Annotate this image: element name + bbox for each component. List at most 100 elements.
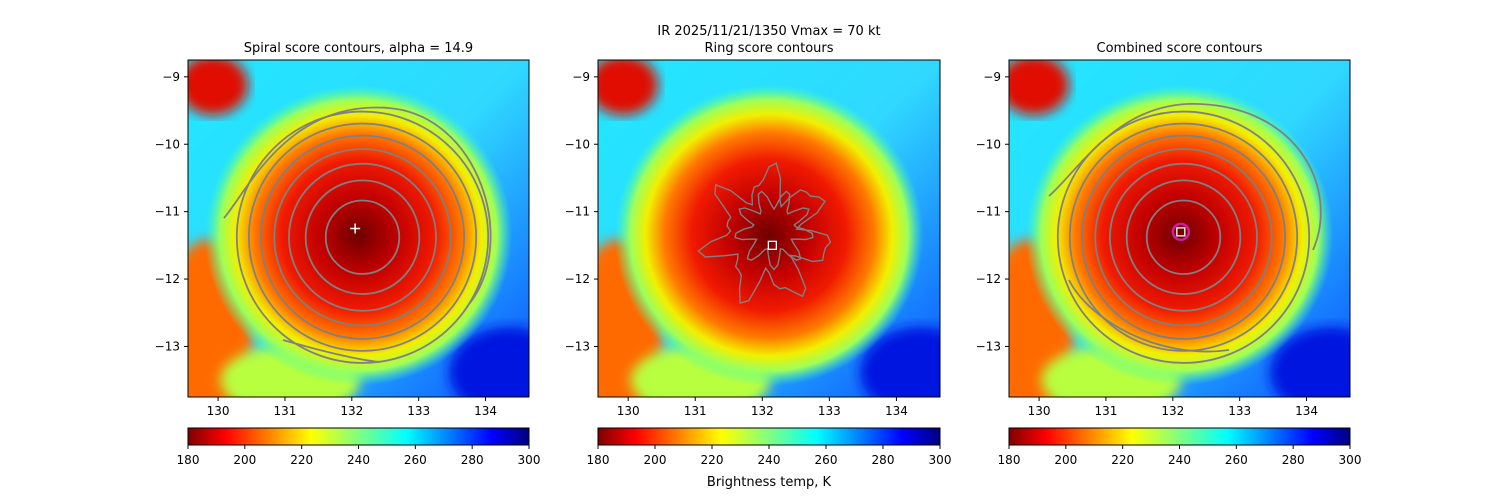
colorbar-tick-label: 180 <box>998 453 1021 467</box>
contour-ring <box>1109 162 1258 312</box>
contour-spiral-arm <box>1048 103 1322 251</box>
warm-band <box>598 60 658 115</box>
colorbar-gradient <box>1008 427 1351 446</box>
x-tick-label: 131 <box>1094 404 1117 418</box>
colorbar-tick-label: 240 <box>758 453 781 467</box>
colorbar-tick-label: 300 <box>518 453 541 467</box>
panel-title: Spiral score contours, alpha = 14.9 <box>244 41 473 56</box>
x-tick-label: 131 <box>273 404 296 418</box>
panel-1: Spiral score contours, alpha = 14.9 130 13… <box>155 41 541 467</box>
panel-2: Ring score contours 130 131 132 133 134 −9 −10 −… <box>565 41 952 467</box>
y-tick-label: −12 <box>565 272 590 286</box>
x-tick-label: 132 <box>340 404 363 418</box>
x-tick-label: 133 <box>818 404 841 418</box>
colorbar-tick-label: 200 <box>1054 453 1077 467</box>
contour-ring <box>1080 134 1287 340</box>
y-tick-label: −11 <box>565 205 590 219</box>
colorbar-tick-label: 280 <box>461 453 484 467</box>
y-tick-label: −9 <box>572 70 590 84</box>
colorbar-tick-label: 220 <box>1111 453 1134 467</box>
x-tick-label: 132 <box>751 404 774 418</box>
y-tick-label: −12 <box>155 272 180 286</box>
warm-band <box>188 60 248 115</box>
contour-ring <box>235 110 490 364</box>
warm-band <box>1009 60 1069 115</box>
colorbar-tick-label: 260 <box>815 453 838 467</box>
y-tick-label: −10 <box>976 137 1001 151</box>
y-tick-label: −11 <box>976 205 1001 219</box>
storm-core <box>614 84 924 387</box>
contour-ring <box>324 199 401 275</box>
axes-frame <box>597 59 941 398</box>
center-circle-marker <box>1171 222 1191 242</box>
contour-ring <box>1145 199 1222 275</box>
contour-ring <box>288 162 437 312</box>
y-tick-label: −9 <box>162 70 180 84</box>
y-tick-label: −11 <box>155 205 180 219</box>
x-tick-label: 133 <box>1228 404 1251 418</box>
colorbar-tick-label: 280 <box>872 453 895 467</box>
contour-ring <box>273 148 452 327</box>
x-tick-label: 130 <box>1028 404 1051 418</box>
x-tick-label: 134 <box>1295 404 1318 418</box>
cold-band <box>1270 327 1350 397</box>
colorbar-tick-label: 220 <box>701 453 724 467</box>
colorbar: 180 200 220 240 260 280 300 <box>587 427 952 467</box>
colorbar-tick-label: 240 <box>347 453 370 467</box>
colorbar: 180 200 220 240 260 280 300 <box>177 427 541 467</box>
x-tick-label: 134 <box>885 404 908 418</box>
y-tick-label: −10 <box>565 137 590 151</box>
colorbar-tick-label: 260 <box>404 453 427 467</box>
y-tick-label: −13 <box>565 339 590 353</box>
colorbar: 180 200 220 240 260 280 300 <box>998 427 1362 467</box>
colorbar-tick-label: 220 <box>290 453 313 467</box>
center-square-marker <box>1176 227 1186 237</box>
panel-3: Combined score contours 130 131 132 133 134 −9… <box>976 41 1362 467</box>
colorbar-label: Brightness temp, K <box>707 475 832 490</box>
cold-band <box>860 327 940 397</box>
colorbar-tick-label: 240 <box>1168 453 1191 467</box>
figure-suptitle: IR 2025/11/21/1350 Vmax = 70 kt <box>657 24 880 39</box>
score-contours <box>697 162 832 305</box>
x-tick-label: 133 <box>407 404 430 418</box>
colorbar-tick-label: 180 <box>587 453 610 467</box>
cold-band <box>449 327 529 397</box>
colorbar-tick-label: 300 <box>929 453 952 467</box>
y-tick-label: −9 <box>983 70 1001 84</box>
y-tick-label: −13 <box>155 339 180 353</box>
contour-ring <box>1056 110 1311 364</box>
colorbar-gradient <box>597 427 941 446</box>
colorbar-tick-label: 200 <box>233 453 256 467</box>
ir-image <box>598 60 940 397</box>
panel-title: Combined score contours <box>1097 41 1263 56</box>
axes-frame <box>1008 59 1351 398</box>
ir-image <box>188 60 529 397</box>
y-tick-label: −10 <box>155 137 180 151</box>
contour-ring <box>304 179 421 295</box>
score-contours <box>223 106 492 364</box>
axes-frame <box>187 59 530 398</box>
contour-ring <box>1125 179 1242 295</box>
x-tick-label: 134 <box>474 404 497 418</box>
contour-spiral-arm <box>1068 279 1230 353</box>
colorbar-gradient <box>187 427 530 446</box>
x-tick-label: 130 <box>207 404 230 418</box>
colorbar-tick-label: 280 <box>1282 453 1305 467</box>
center-plus-marker <box>350 223 361 234</box>
storm-core <box>204 84 513 386</box>
x-tick-label: 131 <box>684 404 707 418</box>
colorbar-tick-label: 200 <box>644 453 667 467</box>
ring-contour <box>734 190 814 271</box>
contour-ring <box>259 134 466 340</box>
y-tick-label: −12 <box>976 272 1001 286</box>
contour-spiral-arm <box>223 106 492 304</box>
panel-title: Ring score contours <box>704 41 833 56</box>
x-tick-label: 132 <box>1161 404 1184 418</box>
score-contours <box>1048 103 1322 364</box>
x-tick-label: 130 <box>617 404 640 418</box>
contour-ring <box>247 122 478 352</box>
colorbar-tick-label: 300 <box>1339 453 1362 467</box>
y-tick-label: −13 <box>976 339 1001 353</box>
colorbar-tick-label: 260 <box>1225 453 1248 467</box>
